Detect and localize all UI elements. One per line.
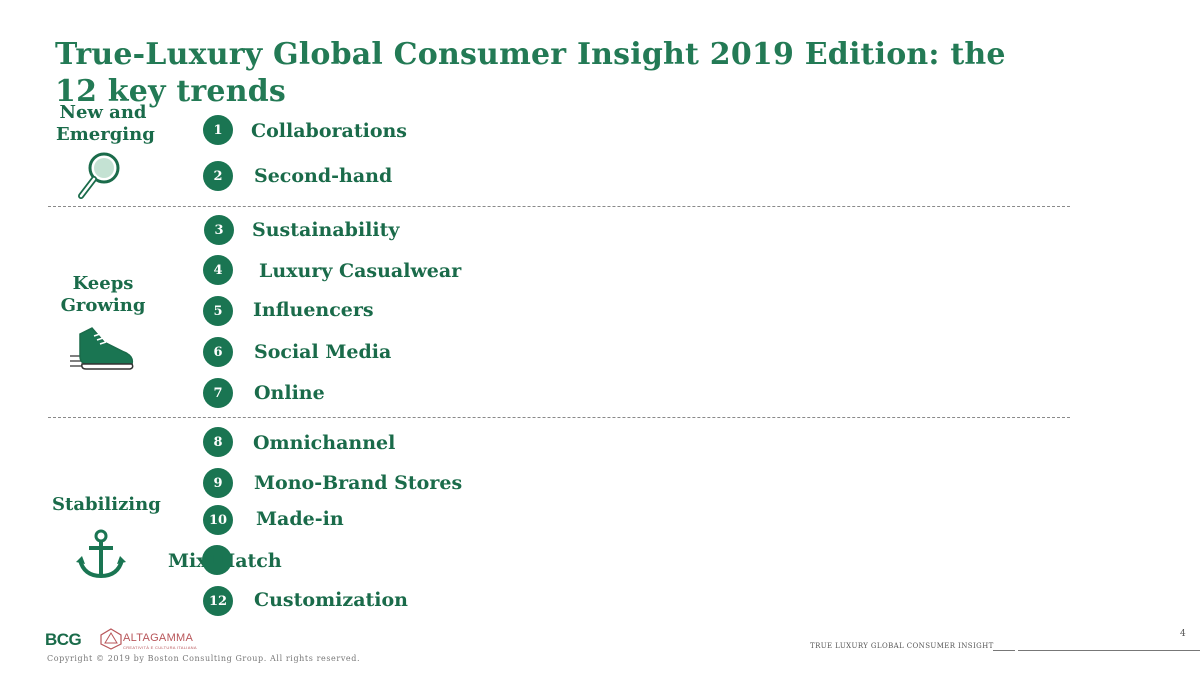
trend-number-badge: 6 bbox=[203, 337, 233, 367]
category-label-keeps-growing: Keeps Growing bbox=[60, 273, 146, 316]
trend-number-badge: 11 bbox=[202, 545, 232, 575]
trend-number-badge: 1 bbox=[203, 115, 233, 145]
category-label-stabilizing: Stabilizing bbox=[52, 494, 161, 515]
trend-label: Influencers bbox=[253, 299, 374, 321]
footer-rule bbox=[1018, 650, 1200, 651]
trend-label: Collaborations bbox=[251, 120, 407, 142]
trend-number-badge: 7 bbox=[203, 378, 233, 408]
trend-number-badge: 8 bbox=[203, 427, 233, 457]
trend-number-badge: 4 bbox=[203, 255, 233, 285]
page-title: True-Luxury Global Consumer Insight 2019… bbox=[55, 37, 1006, 109]
altagamma-tagline: CREATIVITÀ E CULTURA ITALIANA bbox=[123, 645, 197, 650]
report-name: TRUE LUXURY GLOBAL CONSUMER INSIGHT bbox=[810, 642, 994, 650]
copyright-text: Copyright © 2019 by Boston Consulting Gr… bbox=[47, 654, 361, 663]
altagamma-logo-text: ALTAGAMMA bbox=[123, 632, 194, 644]
magnifier-icon bbox=[78, 152, 120, 199]
trend-number-badge: 9 bbox=[203, 468, 233, 498]
category-label-new-emerging: New and Emerging bbox=[56, 102, 155, 145]
trend-number-badge: 12 bbox=[203, 586, 233, 616]
trend-label: Online bbox=[254, 382, 325, 404]
anchor-icon bbox=[76, 529, 126, 579]
trend-label: Customization bbox=[254, 589, 408, 611]
trend-label: Omnichannel bbox=[253, 432, 396, 454]
trend-number-badge: 5 bbox=[203, 296, 233, 326]
footer-rule bbox=[993, 650, 1015, 651]
section-divider bbox=[48, 417, 1070, 418]
altagamma-logo-icon bbox=[100, 628, 122, 650]
sneaker-icon bbox=[70, 327, 134, 370]
trend-label: Luxury Casualwear bbox=[259, 260, 462, 282]
trend-number-badge: 10 bbox=[203, 505, 233, 535]
trend-label: Social Media bbox=[254, 341, 392, 363]
page-number: 4 bbox=[1180, 629, 1186, 639]
trend-number-badge: 3 bbox=[204, 215, 234, 245]
trend-label: Made-in bbox=[256, 508, 344, 530]
trend-number-badge: 2 bbox=[203, 161, 233, 191]
section-divider bbox=[48, 206, 1070, 207]
trend-number-text: 11 bbox=[207, 552, 227, 568]
trend-label: Mono-Brand Stores bbox=[254, 472, 463, 494]
trend-label: Sustainability bbox=[252, 219, 400, 241]
bcg-logo: BCG bbox=[45, 630, 82, 649]
trend-label: Second-hand bbox=[254, 165, 393, 187]
